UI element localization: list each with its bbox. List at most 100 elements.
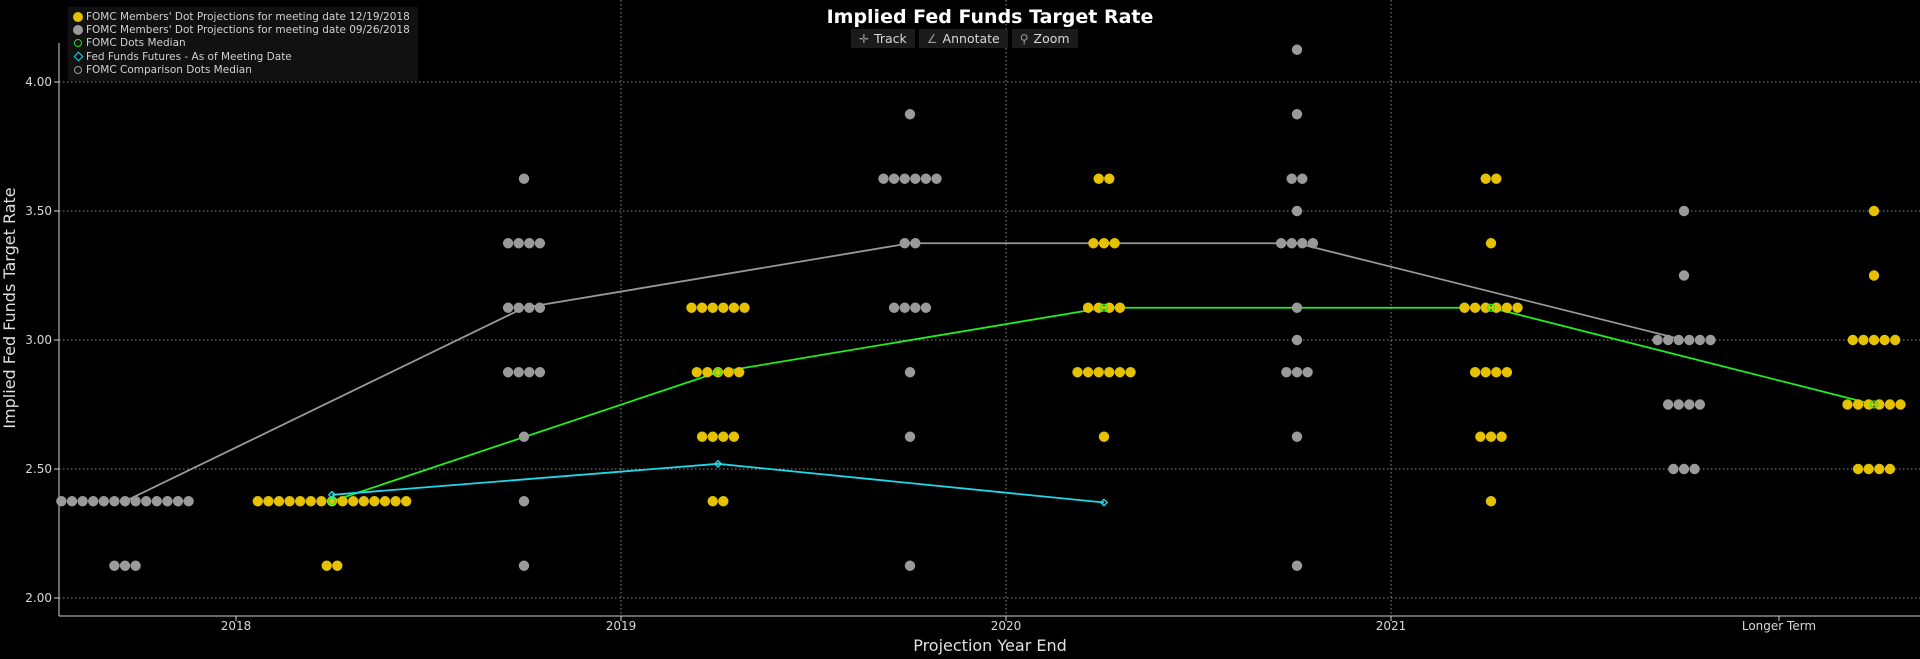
sep-dot — [534, 238, 546, 249]
yellow-dot-icon — [73, 11, 83, 22]
x-tick-label: 2021 — [1376, 619, 1407, 633]
dec-dot — [379, 496, 391, 507]
dec-dot — [1491, 367, 1502, 378]
dec-dot — [1501, 367, 1513, 378]
dec-dot — [348, 496, 359, 507]
dec-dot — [401, 496, 412, 507]
comparison-median-line — [124, 242, 1685, 503]
sep-dot — [513, 367, 524, 378]
dec-dot — [718, 302, 729, 313]
median-marker — [713, 368, 723, 377]
sep-dot — [172, 496, 184, 507]
sep-dot — [1662, 334, 1674, 346]
sep-dot — [66, 496, 78, 507]
dec-dot — [1469, 302, 1481, 313]
sep-dot — [141, 496, 152, 507]
sep-dot — [513, 302, 524, 313]
legend-item-dec-dots[interactable]: FOMC Members' Dot Projections for meetin… — [71, 10, 410, 23]
dec-dot — [1858, 334, 1869, 346]
dec-dot — [1485, 496, 1497, 507]
sep-dot — [518, 431, 530, 442]
sep-dot — [1291, 302, 1303, 313]
sep-dot — [1291, 367, 1303, 378]
legend-item-sep-dots[interactable]: FOMC Members' Dot Projections for meetin… — [71, 23, 410, 36]
cyan-diamond-icon — [73, 51, 83, 62]
crosshair-icon: ✛ — [859, 31, 870, 46]
dot-projections — [56, 44, 1906, 571]
sep-dot — [119, 560, 131, 571]
dec-dot — [734, 367, 745, 378]
sep-dot — [1673, 334, 1684, 346]
sep-dot — [1291, 44, 1303, 55]
dec-dot — [1852, 463, 1864, 475]
sep-dot — [502, 367, 514, 378]
legend-item-fed-funds-futures[interactable]: Fed Funds Futures - As of Meeting Date — [71, 50, 410, 63]
dec-dot — [390, 496, 401, 507]
dec-dot — [1485, 238, 1497, 249]
dec-dot — [1512, 302, 1523, 313]
annotate-button[interactable]: ∠ Annotate — [918, 29, 1008, 48]
dec-dot — [252, 496, 263, 507]
zoom-label: Zoom — [1033, 31, 1070, 46]
legend-item-dots-median[interactable]: FOMC Dots Median — [71, 37, 410, 50]
sep-dot — [910, 173, 921, 184]
track-label: Track — [874, 31, 907, 46]
y-tick-label: 3.50 — [25, 204, 52, 218]
sep-dot — [888, 302, 900, 313]
magnifier-icon: ⚲ — [1019, 31, 1029, 46]
dec-dot — [1868, 334, 1880, 346]
dec-dot — [284, 496, 295, 507]
median-marker — [1869, 400, 1879, 409]
sep-dot — [899, 302, 910, 313]
sep-dot — [534, 302, 546, 313]
dec-dot — [1884, 399, 1896, 410]
dec-dot — [1485, 431, 1497, 442]
dec-dot — [1890, 334, 1901, 346]
sep-dot — [1291, 334, 1303, 346]
dec-dot — [718, 496, 729, 507]
sep-dot — [162, 496, 173, 507]
legend-item-comparison-median[interactable]: FOMC Comparison Dots Median — [71, 64, 410, 77]
grid-lines — [59, 0, 1920, 616]
x-tick-label: Longer Term — [1742, 619, 1816, 633]
dec-dot — [321, 560, 332, 571]
sep-dot — [502, 302, 514, 313]
dec-dot — [1469, 367, 1481, 378]
dec-dot — [728, 302, 740, 313]
dec-dot — [1093, 367, 1104, 378]
sep-dot — [910, 302, 921, 313]
chart-title: Implied Fed Funds Target Rate — [827, 6, 1154, 28]
dec-dot — [1480, 173, 1491, 184]
dec-dot — [696, 302, 708, 313]
sep-dot — [920, 302, 932, 313]
sep-dot — [899, 238, 910, 249]
x-tick-label: 2020 — [991, 619, 1022, 633]
sep-dot — [98, 496, 110, 507]
dec-dot — [1104, 367, 1115, 378]
dec-dot — [1125, 367, 1136, 378]
zoom-button[interactable]: ⚲ Zoom — [1011, 29, 1078, 48]
dec-dot — [686, 302, 697, 313]
sep-dot — [1302, 367, 1313, 378]
dec-dot — [707, 431, 718, 442]
dec-dot — [1868, 270, 1880, 281]
sep-dot — [888, 173, 900, 184]
sep-dot — [1689, 463, 1700, 475]
dec-dot — [263, 496, 274, 507]
dec-dot — [1098, 431, 1110, 442]
sep-dot — [1684, 334, 1695, 346]
sep-dot — [1705, 334, 1716, 346]
sep-dot — [1286, 238, 1297, 249]
sep-dot — [524, 302, 535, 313]
sep-dot — [502, 238, 514, 249]
gray-ring-icon — [74, 66, 82, 75]
legend-label: FOMC Comparison Dots Median — [86, 64, 252, 77]
sep-dot — [1652, 334, 1663, 346]
dec-dot — [1847, 334, 1859, 346]
dec-dot — [1088, 238, 1099, 249]
x-axis-title: Projection Year End — [913, 636, 1067, 655]
dec-dot — [1868, 205, 1880, 217]
sep-dot — [130, 496, 141, 507]
track-button[interactable]: ✛ Track — [851, 29, 915, 48]
tick-labels: 2.00 2.50 3.00 3.50 4.00 2018 2019 2020 2021 Long… — [25, 75, 1816, 633]
